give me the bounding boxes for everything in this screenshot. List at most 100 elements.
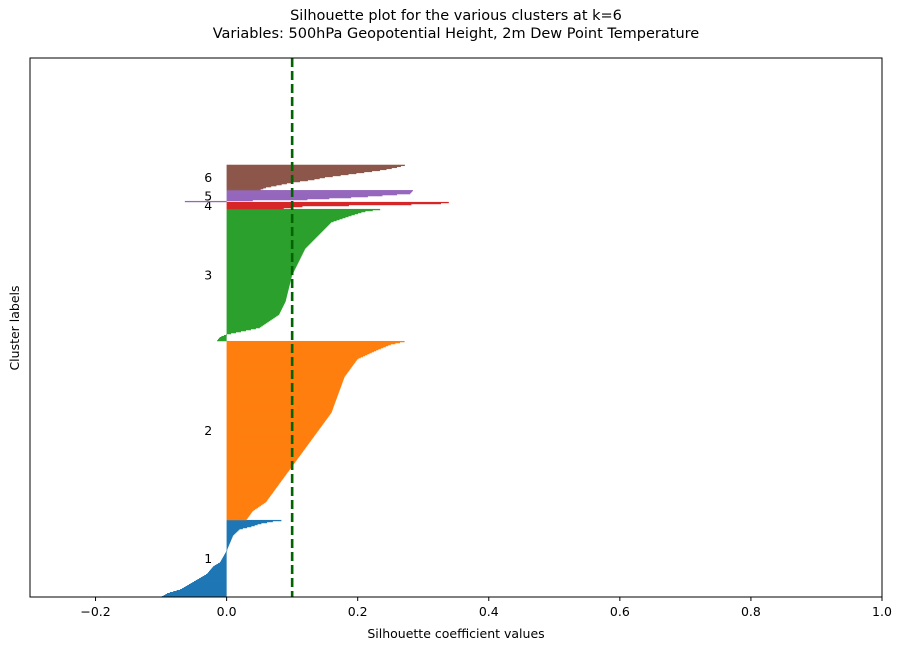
cluster-label-2: 2 <box>204 423 212 438</box>
silhouette-bar <box>226 442 309 445</box>
silhouette-bar <box>226 457 298 460</box>
silhouette-bar <box>226 462 295 465</box>
silhouette-bar <box>226 443 309 446</box>
silhouette-bar <box>226 199 253 202</box>
silhouette-bar <box>226 234 319 237</box>
silhouette-bar <box>226 256 301 259</box>
silhouette-bar <box>226 377 344 380</box>
silhouette-bar <box>226 387 341 390</box>
silhouette-bar <box>226 389 340 392</box>
silhouette-bar <box>226 368 350 371</box>
silhouette-bar <box>226 260 299 263</box>
silhouette-bar <box>226 182 287 185</box>
silhouette-bar <box>226 176 325 179</box>
silhouette-bar <box>226 229 324 232</box>
silhouette-bar <box>226 248 305 251</box>
silhouette-bar <box>226 414 330 417</box>
silhouette-bar <box>226 351 372 354</box>
silhouette-bar <box>165 593 227 596</box>
silhouette-bar <box>226 435 314 438</box>
x-tick-label: 0.4 <box>479 604 499 619</box>
silhouette-bar <box>226 547 228 550</box>
silhouette-bar <box>226 290 289 293</box>
silhouette-bar <box>226 514 250 517</box>
silhouette-bar <box>226 376 345 379</box>
silhouette-bar <box>205 573 227 576</box>
silhouette-bar <box>226 166 398 169</box>
silhouette-bar <box>226 539 231 542</box>
silhouette-bar <box>226 354 366 357</box>
silhouette-bar <box>226 195 368 198</box>
silhouette-bar <box>226 540 231 543</box>
x-tick-label: −0.2 <box>80 604 110 619</box>
silhouette-bar <box>226 297 287 300</box>
silhouette-bar <box>226 291 288 294</box>
silhouette-bar <box>226 324 263 327</box>
silhouette-bar <box>226 517 248 520</box>
silhouette-bar <box>226 314 278 317</box>
silhouette-bar <box>218 337 227 340</box>
silhouette-bar <box>226 486 277 489</box>
silhouette-bar <box>182 587 227 590</box>
cluster-1-bars <box>161 519 282 598</box>
silhouette-bar <box>226 418 327 421</box>
silhouette-bar <box>218 562 227 565</box>
silhouette-bar <box>226 214 352 217</box>
silhouette-bar <box>226 312 280 315</box>
silhouette-bar <box>226 380 343 383</box>
silhouette-bar <box>226 420 325 423</box>
cluster-5-bars <box>184 190 413 203</box>
silhouette-bar <box>223 554 227 557</box>
silhouette-bar <box>226 280 291 283</box>
silhouette-bar <box>226 247 306 250</box>
silhouette-bar <box>226 268 295 271</box>
silhouette-bar <box>226 196 352 199</box>
silhouette-bar <box>226 375 345 378</box>
silhouette-bar <box>226 421 325 424</box>
silhouette-bar <box>226 302 285 305</box>
silhouette-bar <box>195 579 227 582</box>
silhouette-bar <box>226 424 323 427</box>
silhouette-bar <box>226 464 293 467</box>
silhouette-bar <box>226 494 271 497</box>
silhouette-bar <box>226 220 334 223</box>
silhouette-bar <box>226 532 236 535</box>
silhouette-bar <box>226 320 269 323</box>
silhouette-bar <box>226 304 284 307</box>
silhouette-bar <box>226 467 291 470</box>
silhouette-bar <box>223 334 227 337</box>
silhouette-bar <box>226 281 291 284</box>
silhouette-bar <box>226 507 257 510</box>
silhouette-bar <box>200 576 227 579</box>
silhouette-bar <box>226 213 355 216</box>
silhouette-bar <box>226 548 228 551</box>
silhouette-bar <box>226 228 325 231</box>
silhouette-bar <box>226 277 292 280</box>
silhouette-bar <box>226 326 260 329</box>
silhouette-bar <box>226 190 413 192</box>
silhouette-bar <box>226 445 307 448</box>
chart-title: Silhouette plot for the various clusters… <box>290 8 622 24</box>
silhouette-bar <box>226 203 412 206</box>
silhouette-bar <box>226 448 305 451</box>
silhouette-bar <box>218 338 227 341</box>
silhouette-bar <box>226 278 292 281</box>
silhouette-bar <box>226 423 323 426</box>
silhouette-bar <box>226 261 299 264</box>
silhouette-bar <box>226 436 314 439</box>
silhouette-bar <box>226 506 259 509</box>
silhouette-bar <box>226 226 327 229</box>
silhouette-bar <box>197 578 227 581</box>
silhouette-bar <box>226 489 275 492</box>
silhouette-bar <box>226 238 315 241</box>
silhouette-bar <box>226 207 284 210</box>
silhouette-bar <box>226 381 343 384</box>
silhouette-bar <box>226 177 320 180</box>
silhouette-bar <box>226 210 366 213</box>
silhouette-bar <box>226 466 292 469</box>
silhouette-bar <box>226 497 269 500</box>
plot-area: 1 2 3 45 6 <box>161 58 449 598</box>
silhouette-bar <box>226 191 413 193</box>
silhouette-bar <box>226 317 274 320</box>
